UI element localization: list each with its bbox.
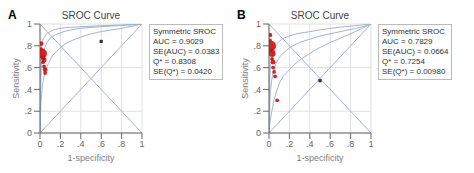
svg-text:.2: .2 — [286, 139, 294, 149]
svg-text:1: 1 — [256, 19, 261, 29]
svg-text:0: 0 — [266, 139, 271, 149]
html-text:SROC Curve: SROC Curve — [290, 10, 350, 21]
svg-text:0: 0 — [37, 139, 42, 149]
svg-text:0: 0 — [27, 128, 32, 138]
svg-text:.6: .6 — [24, 63, 32, 73]
svg-text:.4: .4 — [306, 139, 314, 149]
html-text:SROC Curve: SROC Curve — [61, 10, 121, 21]
svg-text:1: 1 — [139, 139, 144, 149]
svg-text:.4: .4 — [253, 85, 261, 95]
html-text:Symmetric SROC AUC = 0.9029 SE: Symmetric SROC AUC = 0.9029 SE(AUC) = 0.… — [153, 27, 220, 76]
svg-text:.2: .2 — [57, 139, 65, 149]
svg-text:1: 1 — [27, 19, 32, 29]
svg-text:.6: .6 — [253, 63, 261, 73]
svg-text:.6: .6 — [97, 139, 105, 149]
html-text:A: A — [8, 8, 17, 22]
svg-text:.4: .4 — [24, 85, 32, 95]
svg-text:.2: .2 — [253, 106, 261, 116]
svg-text:.2: .2 — [24, 106, 32, 116]
svg-text:1-specificity: 1-specificity — [296, 153, 344, 163]
svg-text:.8: .8 — [118, 139, 126, 149]
html-text:Symmetric SROC AUC = 0.7829 SE: Symmetric SROC AUC = 0.7829 SE(AUC) = 0.… — [382, 27, 449, 76]
svg-text:1: 1 — [368, 139, 373, 149]
svg-text:.6: .6 — [326, 139, 334, 149]
html-text:B: B — [237, 8, 246, 22]
svg-text:Sensitivity: Sensitivity — [240, 58, 250, 99]
svg-text:.8: .8 — [253, 41, 261, 51]
svg-text:Sensitivity: Sensitivity — [11, 58, 21, 99]
svg-text:.8: .8 — [24, 41, 32, 51]
svg-text:0: 0 — [256, 128, 261, 138]
svg-text:.8: .8 — [347, 139, 355, 149]
svg-text:.4: .4 — [77, 139, 85, 149]
svg-text:1-specificity: 1-specificity — [67, 153, 115, 163]
